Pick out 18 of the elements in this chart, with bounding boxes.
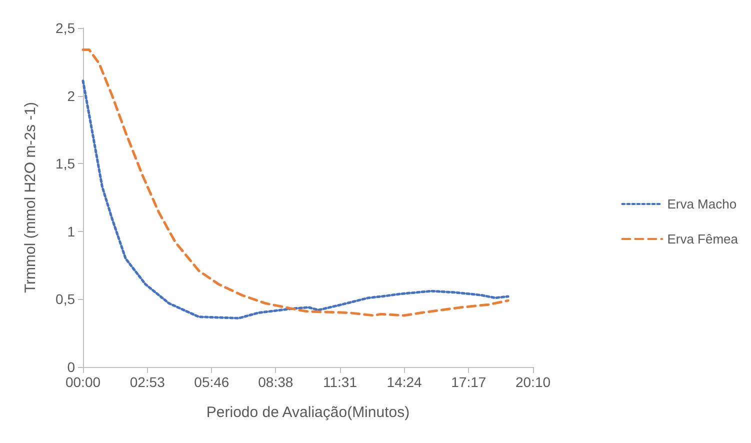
y-tick-label: 2: [67, 88, 76, 104]
legend-label: Erva Fêmea: [667, 232, 739, 246]
x-tick-label: 08:38: [258, 374, 294, 390]
legend-label: Erva Macho: [667, 196, 737, 212]
y-tick-label: 1: [67, 223, 76, 240]
x-tick-label: 11:31: [322, 374, 358, 390]
y-axis-title: Trmmol (mmol H2O m-2s -1): [22, 102, 39, 294]
x-tick-label: 05:46: [194, 374, 230, 390]
x-axis-title: Periodo de Avaliação(Minutos): [206, 404, 410, 421]
x-tick-label: 14:24: [386, 374, 422, 390]
y-tick-label: 0: [67, 359, 76, 375]
y-tick-label: 2,5: [56, 20, 76, 36]
x-tick-label: 02:53: [130, 374, 166, 390]
x-tick-label: 17:17: [451, 374, 486, 390]
x-tick-label: 00:00: [65, 374, 101, 390]
y-tick-label: 1,5: [56, 156, 76, 172]
x-tick-label: 20:10: [515, 374, 551, 390]
y-tick-label: 0,5: [56, 291, 76, 308]
